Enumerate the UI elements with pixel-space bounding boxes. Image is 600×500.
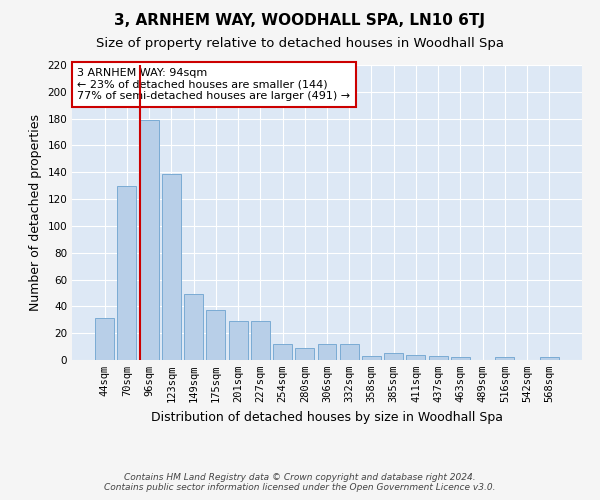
X-axis label: Distribution of detached houses by size in Woodhall Spa: Distribution of detached houses by size … — [151, 410, 503, 424]
Bar — [229, 321, 248, 360]
Bar — [140, 120, 158, 360]
Bar — [162, 174, 181, 360]
Y-axis label: Number of detached properties: Number of detached properties — [29, 114, 42, 311]
Bar — [340, 344, 359, 360]
Bar — [406, 354, 425, 360]
Bar — [95, 318, 114, 360]
Text: 3, ARNHEM WAY, WOODHALL SPA, LN10 6TJ: 3, ARNHEM WAY, WOODHALL SPA, LN10 6TJ — [115, 12, 485, 28]
Text: Contains HM Land Registry data © Crown copyright and database right 2024.
Contai: Contains HM Land Registry data © Crown c… — [104, 473, 496, 492]
Bar — [251, 321, 270, 360]
Text: 3 ARNHEM WAY: 94sqm
← 23% of detached houses are smaller (144)
77% of semi-detac: 3 ARNHEM WAY: 94sqm ← 23% of detached ho… — [77, 68, 350, 101]
Text: Size of property relative to detached houses in Woodhall Spa: Size of property relative to detached ho… — [96, 38, 504, 51]
Bar — [118, 186, 136, 360]
Bar — [362, 356, 381, 360]
Bar — [540, 358, 559, 360]
Bar — [317, 344, 337, 360]
Bar — [184, 294, 203, 360]
Bar — [429, 356, 448, 360]
Bar — [384, 354, 403, 360]
Bar — [273, 344, 292, 360]
Bar — [206, 310, 225, 360]
Bar — [451, 358, 470, 360]
Bar — [295, 348, 314, 360]
Bar — [496, 358, 514, 360]
